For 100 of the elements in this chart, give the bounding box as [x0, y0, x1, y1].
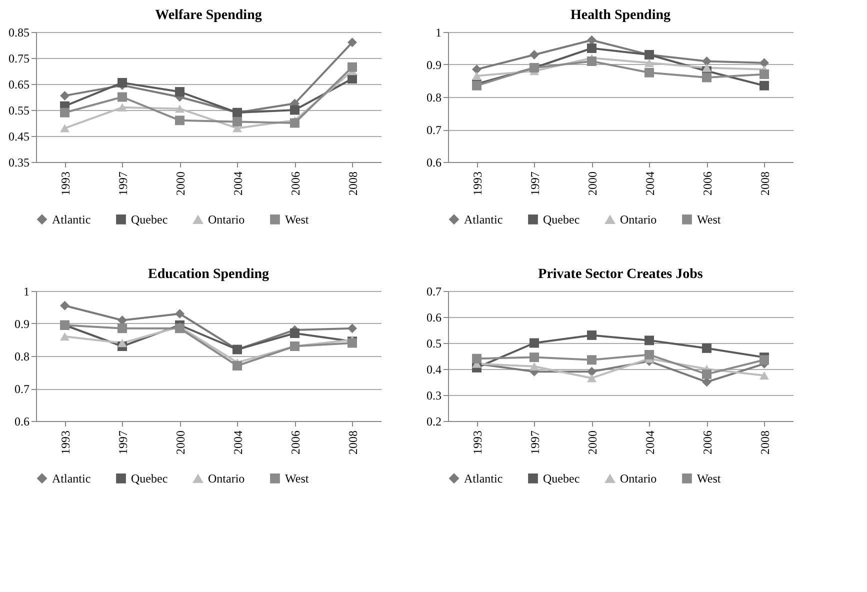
x-tick-label: 2008	[346, 172, 360, 196]
point	[530, 50, 539, 60]
x-tick-label: 1993	[58, 430, 72, 454]
point	[472, 64, 482, 74]
y-tick-label: 0.6	[426, 156, 442, 170]
point	[60, 90, 70, 100]
x-tick-label: 2008	[346, 430, 360, 454]
x-tick-label: 2006	[288, 172, 302, 196]
point	[175, 116, 184, 126]
point	[760, 80, 769, 90]
x-tick-label: 1993	[470, 430, 484, 454]
point	[760, 371, 769, 380]
point	[60, 300, 70, 310]
point	[702, 343, 712, 353]
y-tick-label: 0.6	[14, 414, 30, 428]
point	[587, 44, 596, 53]
x-tick-label: 2008	[758, 430, 772, 454]
x-tick-label: 1997	[116, 430, 130, 454]
point	[472, 72, 482, 80]
point	[644, 350, 654, 360]
point	[702, 369, 712, 379]
point	[175, 309, 184, 318]
x-tick-label: 2000	[585, 430, 600, 454]
point	[644, 336, 654, 346]
x-tick-label: 2000	[585, 172, 600, 196]
chart-title: Welfare Spending	[155, 8, 262, 23]
point	[472, 354, 482, 364]
legend-label: Ontario	[208, 472, 245, 486]
y-tick-label: 0.45	[8, 130, 30, 144]
chart-title: Education Spending	[148, 267, 269, 282]
point	[587, 56, 596, 66]
legend-label: Ontario	[620, 212, 657, 227]
legend-label: Atlantic	[52, 212, 91, 226]
point	[760, 58, 769, 68]
point	[644, 68, 654, 78]
point	[118, 78, 127, 88]
y-tick-label: 1	[24, 284, 30, 298]
y-tick-label: 0.65	[8, 78, 30, 92]
x-tick-label: 2000	[173, 430, 188, 454]
y-tick-label: 0.9	[426, 58, 442, 72]
point	[530, 338, 539, 348]
legend-label: Atlantic	[464, 471, 503, 486]
legend-label: Quebec	[543, 471, 580, 486]
point	[290, 105, 300, 115]
point	[530, 362, 539, 371]
legend-label: Atlantic	[464, 212, 503, 226]
legend-label: West	[285, 471, 310, 486]
y-tick-label: 0.7	[426, 284, 442, 298]
y-tick-label: 0.8	[426, 90, 442, 104]
legend-label: West	[697, 471, 722, 486]
point	[587, 330, 596, 340]
point	[232, 361, 242, 370]
legend-label: Atlantic	[52, 471, 91, 486]
y-tick-label: 0.3	[426, 388, 442, 402]
y-tick-label: 0.5	[426, 336, 442, 350]
chart-title: Private Sector Creates Jobs	[538, 267, 704, 282]
y-tick-label: 0.35	[8, 156, 30, 170]
x-tick-label: 2004	[642, 430, 657, 454]
point	[348, 324, 357, 334]
point	[760, 355, 769, 365]
point	[175, 324, 184, 334]
legend-label: Quebec	[543, 212, 580, 226]
y-tick-label: 0.6	[426, 310, 442, 324]
y-tick-label: 0.7	[14, 382, 30, 396]
point	[702, 72, 712, 82]
point	[587, 366, 596, 376]
chart-title: Health Spending	[570, 8, 670, 23]
point	[232, 116, 242, 126]
point	[348, 74, 357, 84]
point	[118, 92, 127, 102]
point	[290, 118, 300, 128]
x-tick-label: 1993	[470, 172, 484, 196]
point	[587, 355, 596, 365]
x-tick-label: 1997	[116, 172, 130, 196]
point	[348, 38, 357, 48]
point	[702, 56, 712, 66]
point	[118, 338, 127, 348]
y-tick-label: 0.7	[426, 123, 442, 137]
legend-label: Ontario	[620, 472, 657, 486]
point	[118, 316, 127, 325]
point	[118, 103, 127, 112]
legend-label: West	[285, 212, 310, 226]
point	[530, 352, 539, 362]
x-tick-label: 2004	[230, 172, 245, 196]
point	[118, 324, 127, 334]
point	[760, 70, 769, 79]
point	[587, 35, 596, 45]
point	[587, 374, 596, 382]
legend-label: West	[697, 212, 722, 226]
x-tick-label: 2004	[230, 430, 245, 454]
point	[60, 108, 70, 118]
x-tick-label: 2006	[700, 430, 714, 454]
x-tick-label: 2000	[173, 172, 188, 196]
y-tick-label: 0.9	[14, 317, 30, 331]
x-tick-label: 1993	[58, 172, 72, 196]
x-tick-label: 2006	[288, 430, 302, 454]
y-tick-label: 1	[436, 26, 442, 40]
legend-label: Quebec	[131, 471, 168, 486]
x-tick-label: 2008	[758, 172, 772, 196]
legend-label: Ontario	[208, 212, 245, 227]
